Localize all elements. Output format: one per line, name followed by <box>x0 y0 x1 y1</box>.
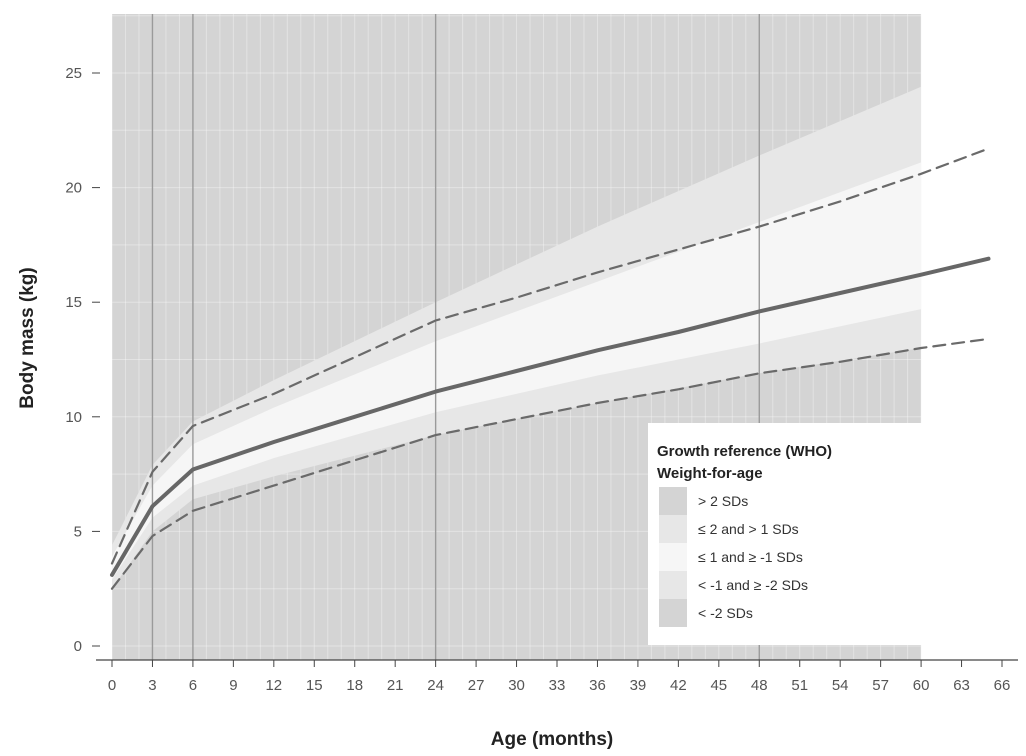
legend-subtitle: Weight-for-age <box>657 465 763 482</box>
y-tick-label: 5 <box>74 523 82 540</box>
x-tick-label: 6 <box>189 677 197 694</box>
x-tick-label: 66 <box>994 677 1011 694</box>
x-tick-label: 18 <box>346 677 363 694</box>
legend-label: < -2 SDs <box>698 605 753 621</box>
x-tick-label: 33 <box>549 677 566 694</box>
x-axis-title: Age (months) <box>491 729 613 750</box>
x-tick-label: 24 <box>427 677 444 694</box>
x-tick-label: 36 <box>589 677 606 694</box>
y-tick-label: 20 <box>65 180 82 197</box>
x-tick-label: 39 <box>630 677 647 694</box>
legend-swatch <box>659 599 687 627</box>
series <box>110 147 991 590</box>
y-tick-label: 0 <box>74 638 82 655</box>
legend-swatch <box>659 543 687 571</box>
x-tick-label: 45 <box>710 677 727 694</box>
legend-label: ≤ 1 and ≥ -1 SDs <box>698 549 803 565</box>
y-tick-label: 15 <box>65 294 82 311</box>
legend-swatch <box>659 515 687 543</box>
legend-label: > 2 SDs <box>698 493 748 509</box>
x-tick-label: 54 <box>832 677 849 694</box>
legend-label: ≤ 2 and > 1 SDs <box>698 521 799 537</box>
legend-title: Growth reference (WHO) <box>657 443 832 460</box>
x-tick-label: 60 <box>913 677 930 694</box>
x-tick-label: 0 <box>108 677 116 694</box>
x-tick-label: 42 <box>670 677 687 694</box>
x-tick-label: 57 <box>872 677 889 694</box>
x-tick-label: 48 <box>751 677 768 694</box>
x-tick-label: 9 <box>229 677 237 694</box>
x-tick-label: 12 <box>265 677 282 694</box>
legend-swatch <box>659 487 687 515</box>
legend-label: < -1 and ≥ -2 SDs <box>698 577 808 593</box>
axes: 0 3 6 9 12 15 18 21 24 27 30 33 36 39 42 45 48 51 54 57 60 63… <box>65 65 1018 694</box>
legend-box <box>648 423 930 645</box>
legend: Growth reference (WHO) Weight-for-age > … <box>648 423 930 645</box>
x-tick-label: 3 <box>148 677 156 694</box>
y-tick-label: 10 <box>65 409 82 426</box>
x-tick-label: 51 <box>791 677 808 694</box>
x-tick-label: 27 <box>468 677 485 694</box>
dashed-series-line <box>110 337 990 590</box>
y-tick-label: 25 <box>65 65 82 82</box>
legend-swatch <box>659 571 687 599</box>
dashed-series-line <box>110 147 990 565</box>
x-tick-label: 21 <box>387 677 404 694</box>
x-tick-label: 15 <box>306 677 323 694</box>
solid-series-line <box>110 256 991 577</box>
y-axis-title: Body mass (kg) <box>17 267 38 408</box>
x-tick-label: 30 <box>508 677 525 694</box>
x-tick-label: 63 <box>953 677 970 694</box>
